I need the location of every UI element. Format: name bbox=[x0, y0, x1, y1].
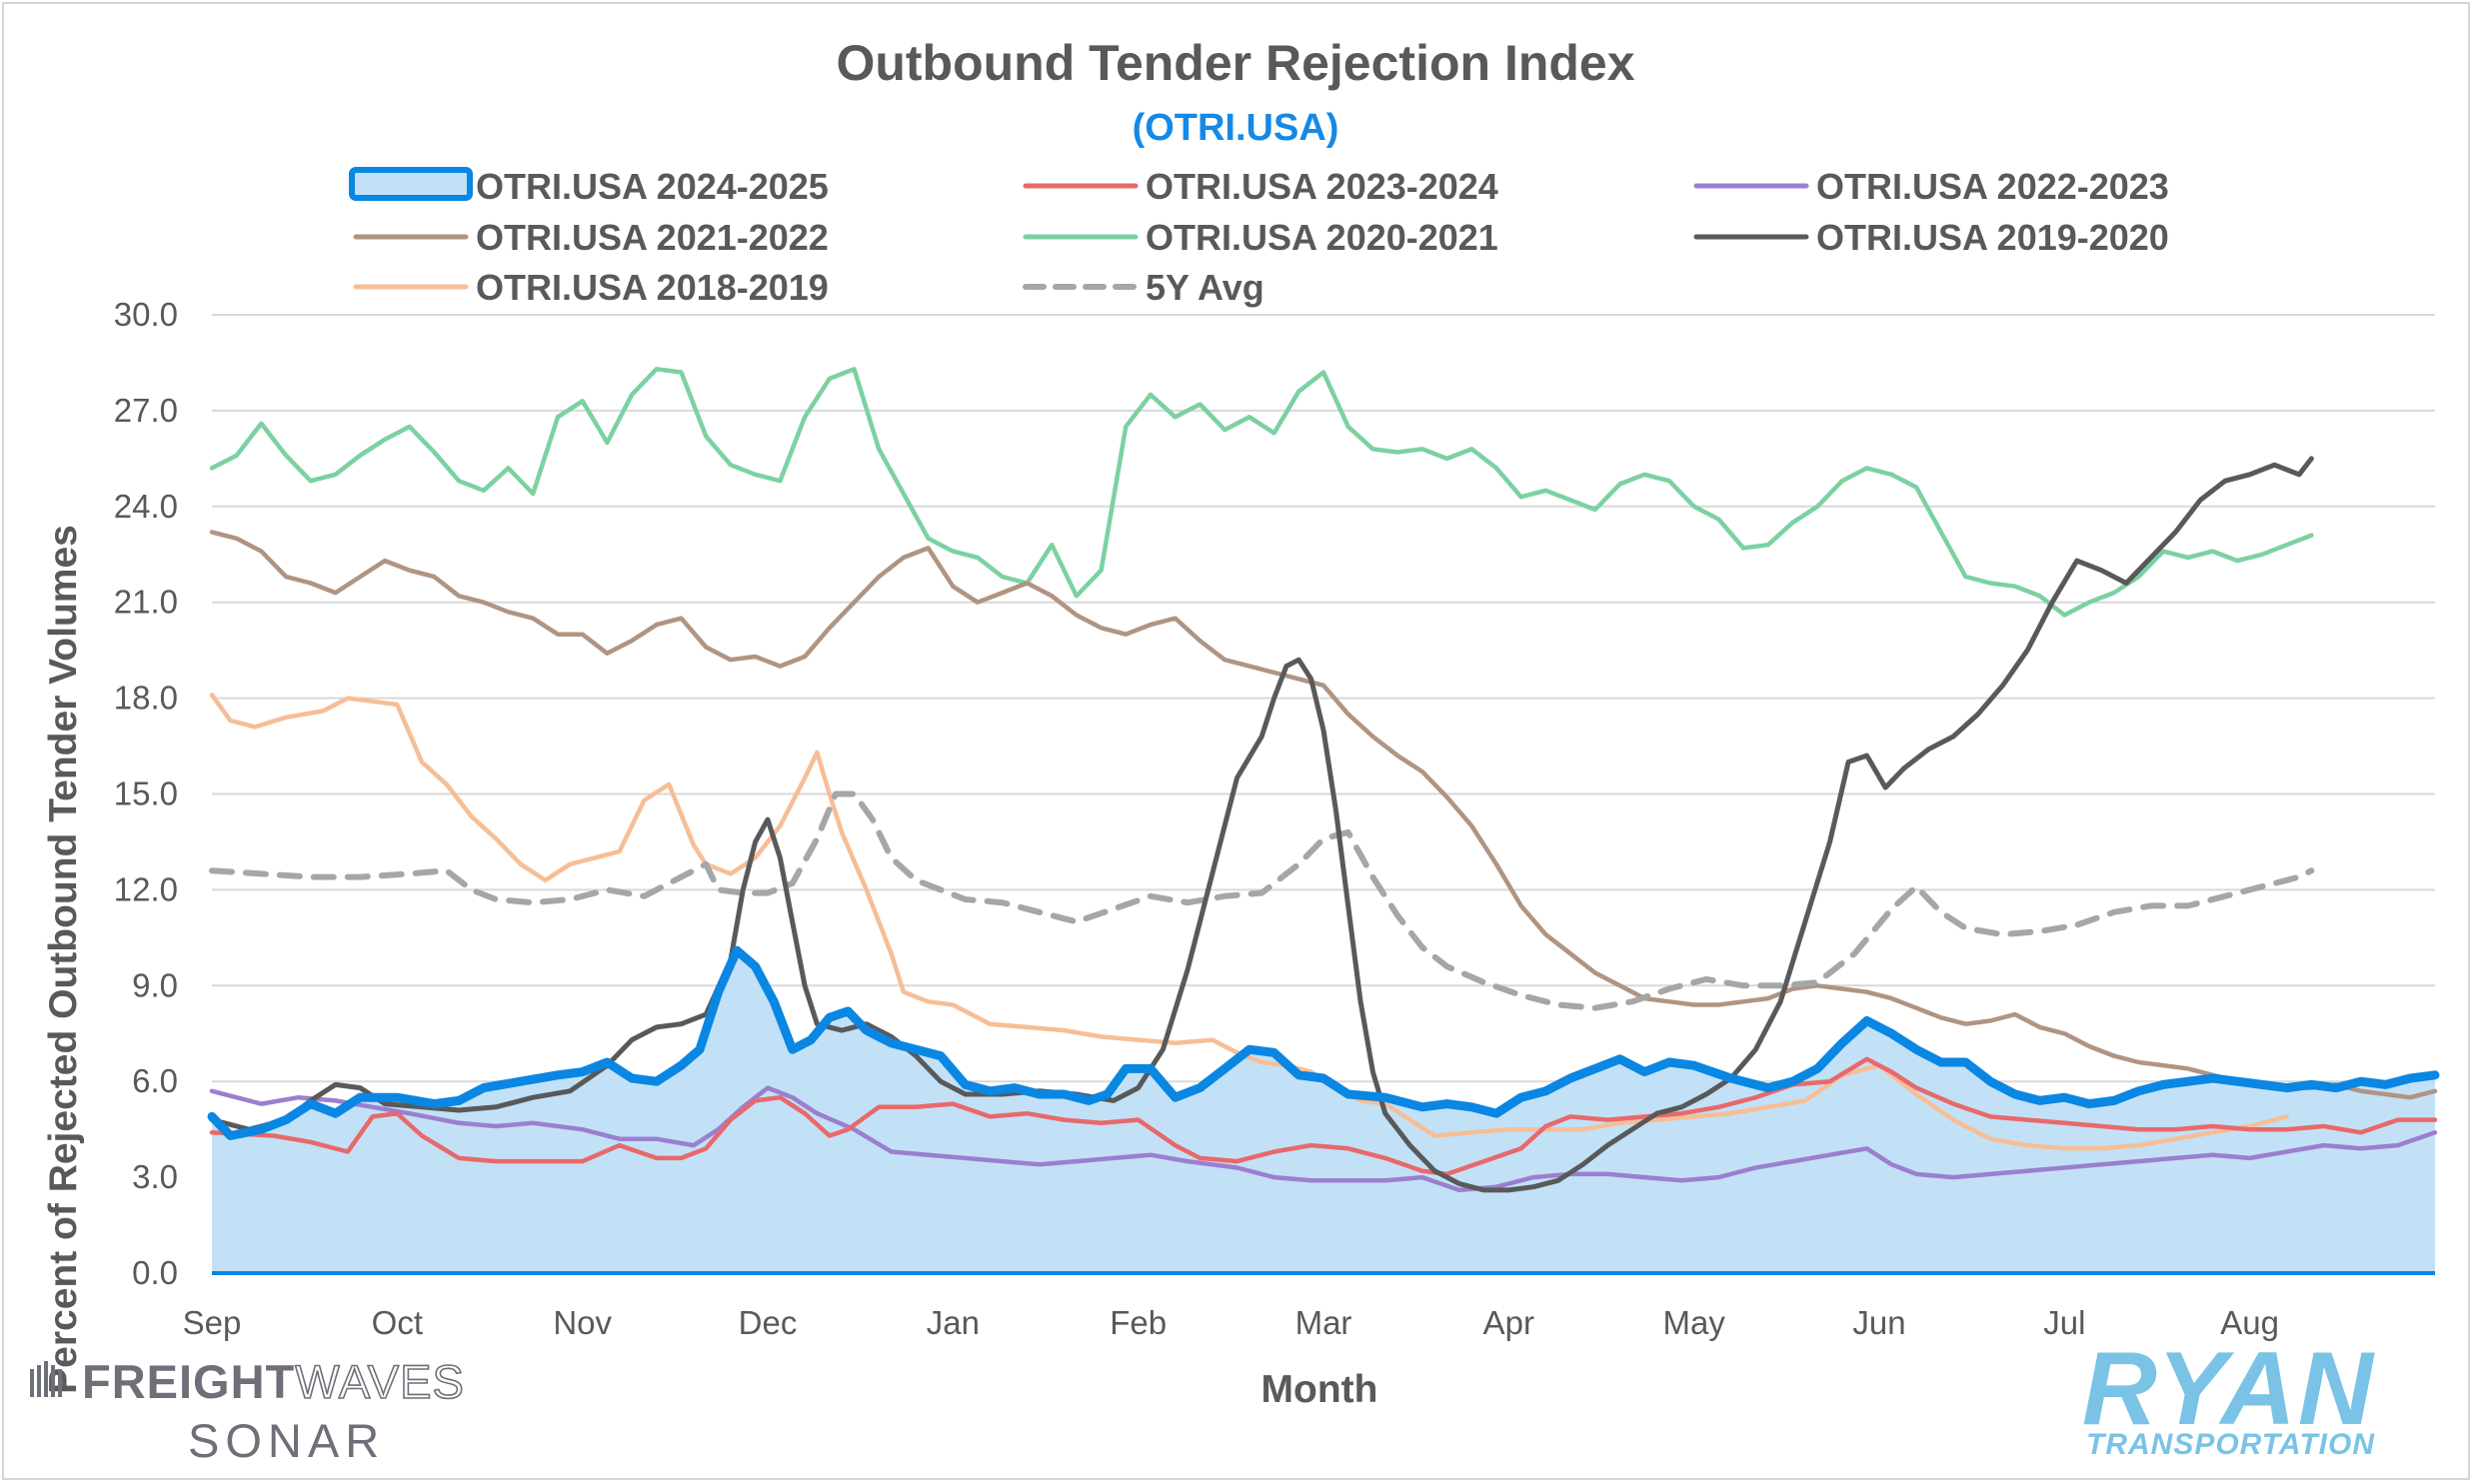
legend-item: OTRI.USA 2023-2024 bbox=[1023, 166, 1498, 207]
legend-label: 5Y Avg bbox=[1146, 267, 1264, 308]
series-otri-usa-2018-2019-line bbox=[209, 693, 2289, 1151]
x-axis-label: Month bbox=[1261, 1368, 1378, 1411]
x-tick-label: Mar bbox=[1295, 1304, 1352, 1341]
y-tick-label: 6.0 bbox=[132, 1062, 178, 1099]
x-tick-label: Feb bbox=[1110, 1304, 1167, 1341]
legend-label: OTRI.USA 2020-2021 bbox=[1146, 217, 1498, 258]
x-tick-label: Dec bbox=[739, 1304, 798, 1341]
x-tick-label: Oct bbox=[372, 1304, 423, 1341]
series-otri-usa-2022-2023-line bbox=[209, 1085, 2438, 1193]
legend-item: OTRI.USA 2022-2023 bbox=[1693, 166, 2169, 207]
ryan-transportation-logo: RYAN TRANSPORTATION bbox=[2082, 1331, 2375, 1461]
series-5y-avg-line bbox=[209, 790, 2315, 1011]
x-tick-label: Nov bbox=[553, 1304, 612, 1341]
x-tick-label: Sep bbox=[183, 1304, 242, 1341]
x-tick-label: Apr bbox=[1483, 1304, 1534, 1341]
x-tick-label: May bbox=[1662, 1304, 1725, 1341]
legend-label: OTRI.USA 2024-2025 bbox=[476, 166, 829, 207]
y-tick-label: 3.0 bbox=[132, 1158, 178, 1195]
plot-area bbox=[207, 367, 2440, 1275]
y-tick-label: 12.0 bbox=[114, 870, 178, 907]
legend-label: OTRI.USA 2019-2020 bbox=[1816, 217, 2169, 258]
legend-label: OTRI.USA 2023-2024 bbox=[1146, 166, 1498, 207]
y-axis-label: Percent of Rejected Outbound Tender Volu… bbox=[42, 525, 85, 1394]
transportation-wordmark: TRANSPORTATION bbox=[2086, 1428, 2375, 1461]
x-axis-ticks: Sep Oct Nov Dec Jan Feb Mar Apr May Jun Jul Aug bbox=[183, 1304, 2279, 1341]
y-tick-label: 30.0 bbox=[114, 296, 178, 333]
legend: OTRI.USA 2024-2025 OTRI.USA 2023-2024 OTRI… bbox=[349, 166, 2169, 308]
y-tick-label: 21.0 bbox=[114, 584, 178, 621]
y-tick-label: 27.0 bbox=[114, 392, 178, 429]
x-tick-label: Jan bbox=[927, 1304, 980, 1341]
y-tick-label: 18.0 bbox=[114, 680, 178, 717]
legend-item: OTRI.USA 2020-2021 bbox=[1023, 217, 1498, 258]
freightwaves-sonar-logo: FREIGHTWAVES SONAR bbox=[30, 1354, 465, 1467]
series-otri-usa-2023-2024-line bbox=[209, 1056, 2438, 1177]
legend-label: OTRI.USA 2018-2019 bbox=[476, 267, 829, 308]
y-tick-label: 24.0 bbox=[114, 488, 178, 525]
freightwaves-light-text: WAVES bbox=[295, 1355, 465, 1408]
legend-item: OTRI.USA 2021-2022 bbox=[353, 217, 829, 258]
series-otri-usa-2020-2021-line bbox=[209, 367, 2314, 618]
legend-item: 5Y Avg bbox=[1023, 267, 1264, 308]
freightwaves-bars-icon bbox=[30, 1361, 62, 1397]
chart-subtitle: (OTRI.USA) bbox=[1133, 107, 1339, 149]
y-axis-ticks: 0.0 3.0 6.0 9.0 12.0 15.0 18.0 21.0 24.0 27.0 30.0 bbox=[114, 296, 178, 1291]
series-otri-usa-2019-2020-line bbox=[209, 456, 2314, 1193]
legend-label: OTRI.USA 2021-2022 bbox=[476, 217, 829, 258]
legend-item: OTRI.USA 2024-2025 bbox=[349, 166, 829, 207]
ryan-wordmark: RYAN bbox=[2082, 1331, 2375, 1447]
legend-swatch bbox=[349, 167, 473, 201]
y-tick-label: 15.0 bbox=[114, 775, 178, 812]
freightwaves-wordmark: FREIGHTWAVES bbox=[82, 1355, 465, 1408]
series-otri-usa-2024-2025-line bbox=[207, 945, 2440, 1140]
legend-item: OTRI.USA 2018-2019 bbox=[353, 267, 829, 308]
sonar-wordmark: SONAR bbox=[188, 1414, 385, 1467]
x-tick-label: Jul bbox=[2043, 1304, 2085, 1341]
freightwaves-bold-text: FREIGHT bbox=[82, 1355, 295, 1408]
legend-label: OTRI.USA 2022-2023 bbox=[1816, 166, 2169, 207]
series-2024-2025-area bbox=[212, 950, 2435, 1273]
y-tick-label: 9.0 bbox=[132, 966, 178, 1003]
x-tick-label: Aug bbox=[2220, 1304, 2279, 1341]
legend-item: OTRI.USA 2019-2020 bbox=[1693, 217, 2169, 258]
y-tick-label: 0.0 bbox=[132, 1254, 178, 1291]
chart-title: Outbound Tender Rejection Index bbox=[836, 35, 1634, 91]
series-otri-usa-2021-2022-line bbox=[209, 530, 2438, 1100]
x-tick-label: Jun bbox=[1852, 1304, 1905, 1341]
gridlines bbox=[212, 314, 2435, 1179]
